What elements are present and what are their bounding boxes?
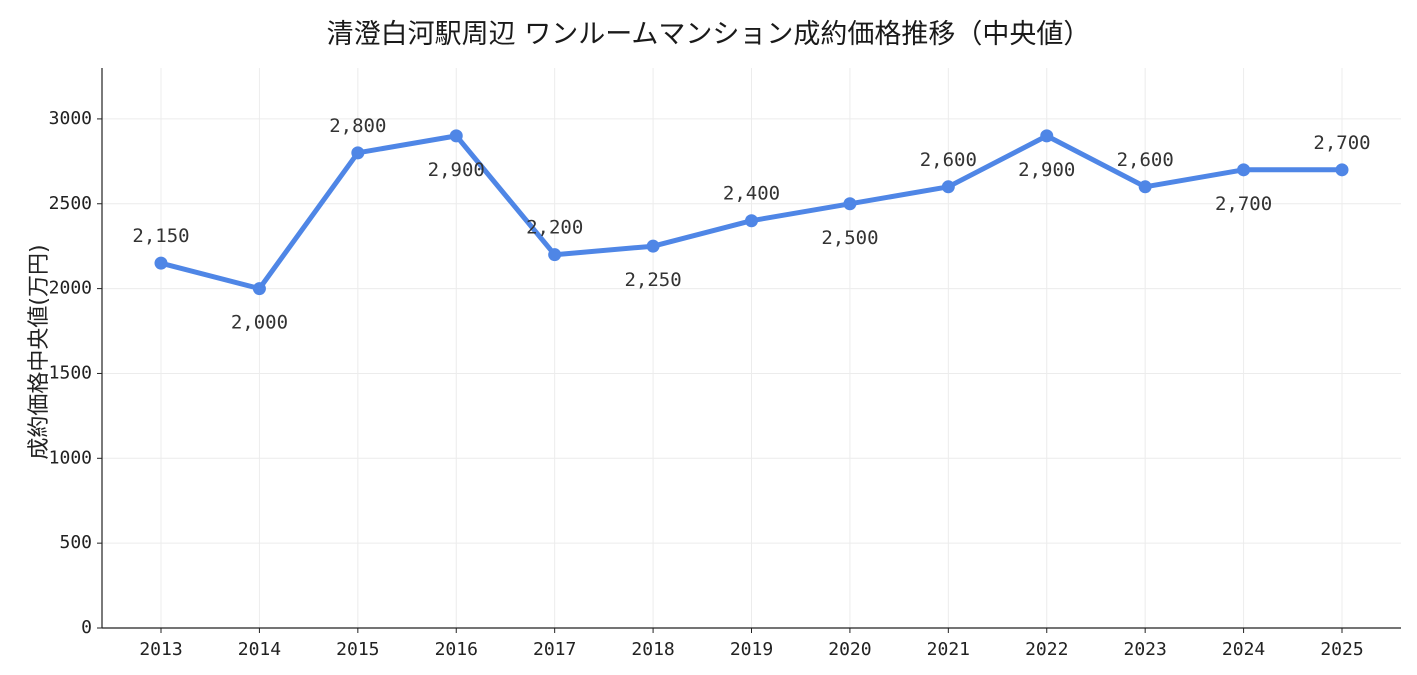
x-tick-label: 2013 [139, 639, 182, 660]
ticks: 0 500 1000 1500 2000 2500 3000 2013 2014 2015 2016… [49, 108, 1364, 660]
chart-title: 清澄白河駅周辺 ワンルームマンション成約価格推移（中央値） [326, 19, 1091, 50]
series [154, 129, 1349, 296]
data-label: 2,250 [624, 269, 681, 291]
x-tick-label: 2021 [927, 639, 970, 660]
data-label: 2,700 [1313, 132, 1370, 154]
data-label: 2,600 [920, 149, 977, 171]
x-tick-label: 2025 [1320, 639, 1363, 660]
x-tick-label: 2015 [336, 639, 379, 660]
y-tick-label: 1000 [49, 447, 92, 468]
data-point [252, 282, 266, 296]
data-label: 2,800 [329, 115, 386, 137]
x-tick-label: 2016 [435, 639, 478, 660]
data-point [1335, 163, 1349, 177]
data-point [1237, 163, 1251, 177]
data-point [351, 146, 365, 160]
grid [102, 68, 1401, 629]
data-label: 2,500 [821, 227, 878, 249]
data-label: 2,900 [428, 159, 485, 181]
data-point [154, 256, 168, 270]
data-label: 2,600 [1117, 149, 1174, 171]
data-label: 2,400 [723, 183, 780, 205]
x-tick-label: 2019 [730, 639, 773, 660]
data-point [1138, 180, 1152, 194]
y-tick-label: 0 [81, 617, 92, 638]
y-axis-label: 成約価格中央値(万円) [27, 244, 52, 459]
data-point [941, 180, 955, 194]
data-point [449, 129, 463, 143]
data-point [548, 248, 562, 262]
y-tick-label: 1500 [49, 362, 92, 383]
data-point [745, 214, 758, 228]
x-tick-label: 2017 [533, 639, 576, 660]
x-tick-label: 2014 [238, 639, 281, 660]
data-point [1040, 129, 1054, 143]
x-tick-label: 2022 [1025, 639, 1068, 660]
y-tick-label: 3000 [49, 108, 92, 129]
data-label: 2,000 [231, 312, 288, 334]
data-point [646, 239, 660, 253]
x-tick-label: 2024 [1222, 639, 1265, 660]
data-label: 2,200 [526, 217, 583, 239]
data-label: 2,900 [1018, 159, 1075, 181]
x-tick-label: 2023 [1123, 639, 1166, 660]
x-tick-label: 2020 [828, 639, 871, 660]
y-tick-label: 2000 [49, 278, 92, 299]
data-label: 2,150 [132, 225, 189, 247]
y-tick-label: 2500 [49, 193, 92, 214]
data-labels: 2,150 2,000 2,800 2,900 2,200 2,250 2,400 2,500… [132, 115, 1370, 334]
data-label: 2,700 [1215, 193, 1272, 215]
y-tick-label: 500 [59, 532, 92, 553]
data-point [843, 197, 857, 211]
x-tick-label: 2018 [631, 639, 674, 660]
